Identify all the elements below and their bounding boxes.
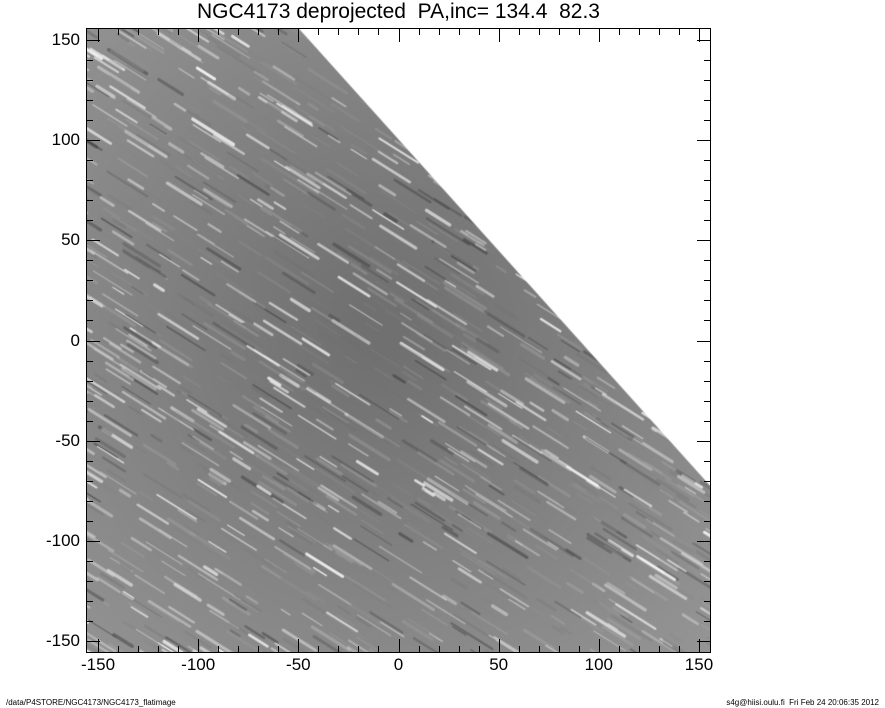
x-tick-label: 150 bbox=[684, 655, 714, 674]
chart-title: NGC4173 deprojected PA,inc= 134.4 82.3 bbox=[197, 0, 600, 23]
footer-user-timestamp: s4g@hiisi.oulu.fi Fri Feb 24 20:06:35 20… bbox=[726, 698, 879, 707]
x-tick-label: 0 bbox=[393, 655, 404, 674]
plot-frame bbox=[86, 28, 711, 653]
deprojected-image bbox=[86, 28, 711, 653]
x-tick-label: -50 bbox=[286, 655, 311, 674]
footer-file-path: /data/P4STORE/NGC4173/NGC4173_flatimage bbox=[6, 698, 176, 707]
y-tick-label: -50 bbox=[55, 430, 80, 450]
plot-area bbox=[86, 28, 711, 653]
axes-frame bbox=[86, 28, 711, 653]
y-tick-label: 100 bbox=[51, 130, 80, 150]
x-tick-label: -100 bbox=[181, 655, 216, 674]
x-tick-label: 50 bbox=[489, 655, 509, 674]
x-tick-label: 100 bbox=[584, 655, 613, 674]
y-tick-label: 0 bbox=[70, 330, 80, 350]
y-tick-label: -100 bbox=[45, 530, 80, 550]
x-tick-label: -150 bbox=[81, 655, 116, 674]
y-tick-label: -150 bbox=[45, 630, 80, 650]
y-tick-label: 150 bbox=[51, 30, 80, 50]
y-tick-label: 50 bbox=[61, 230, 80, 250]
